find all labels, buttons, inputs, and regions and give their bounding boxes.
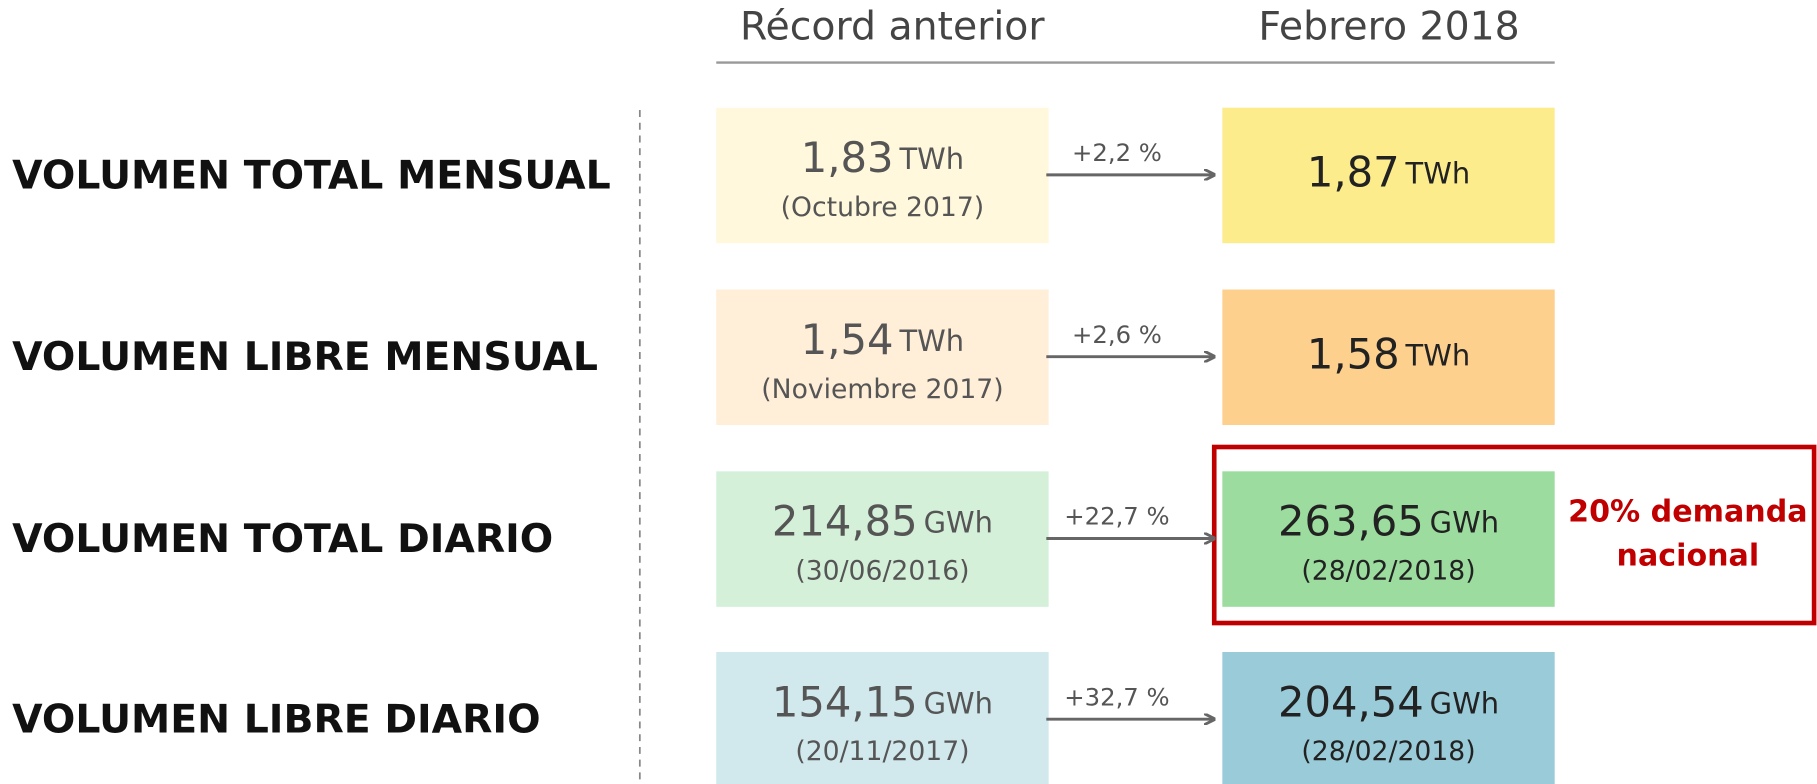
header-current: Febrero 2018 — [1258, 3, 1519, 49]
value-date: (28/02/2018) — [1301, 736, 1475, 767]
value-date: (20/11/2017) — [795, 736, 969, 767]
row-label: VOLUMEN LIBRE DIARIO — [12, 697, 540, 743]
value-number: 1,54 — [801, 315, 894, 364]
header-previous: Récord anterior — [740, 3, 1045, 49]
value-unit: GWh — [1430, 686, 1499, 720]
value-box — [716, 471, 1049, 607]
value-box — [716, 289, 1049, 426]
value-box — [1222, 471, 1555, 607]
value-text: 204,54 GWh — [1278, 677, 1499, 726]
value-number: 263,65 — [1278, 497, 1424, 546]
value-unit: TWh — [898, 324, 964, 358]
value-text: 1,83 TWh — [801, 133, 964, 182]
value-date: (30/06/2016) — [795, 556, 969, 587]
row-label: VOLUMEN LIBRE MENSUAL — [12, 334, 598, 380]
value-unit: GWh — [924, 686, 993, 720]
value-box — [716, 107, 1049, 244]
value-number: 1,83 — [801, 133, 894, 182]
value-date: (Noviembre 2017) — [761, 374, 1003, 405]
note-line: 20% demanda — [1568, 495, 1807, 530]
value-text: 263,65 GWh — [1278, 497, 1499, 546]
value-text: 1,58 TWh — [1307, 329, 1470, 378]
value-unit: TWh — [1405, 156, 1471, 190]
value-unit: GWh — [924, 506, 993, 540]
value-box — [1222, 289, 1555, 426]
value-number: 154,15 — [772, 677, 918, 726]
value-date: (28/02/2018) — [1301, 556, 1475, 587]
value-box — [1222, 107, 1555, 244]
value-text: 1,87 TWh — [1307, 147, 1470, 196]
value-text: 1,54 TWh — [801, 315, 964, 364]
change-label: +2,6 % — [1072, 320, 1162, 349]
value-text: 154,15 GWh — [772, 677, 993, 726]
value-number: 1,87 — [1307, 147, 1400, 196]
row-label: VOLUMEN TOTAL DIARIO — [12, 516, 553, 562]
change-label: +32,7 % — [1064, 682, 1169, 711]
value-box — [1222, 651, 1555, 784]
change-label: +2,2 % — [1072, 138, 1162, 167]
value-unit: TWh — [1405, 338, 1471, 372]
value-unit: TWh — [898, 142, 964, 176]
note-line: nacional — [1617, 539, 1760, 574]
value-unit: GWh — [1430, 506, 1499, 540]
row-label: VOLUMEN TOTAL MENSUAL — [12, 152, 611, 198]
change-label: +22,7 % — [1064, 502, 1169, 531]
value-box — [716, 651, 1049, 784]
value-number: 1,58 — [1307, 329, 1400, 378]
value-text: 214,85 GWh — [772, 497, 993, 546]
value-date: (Octubre 2017) — [781, 192, 985, 223]
value-number: 214,85 — [772, 497, 918, 546]
value-number: 204,54 — [1278, 677, 1424, 726]
